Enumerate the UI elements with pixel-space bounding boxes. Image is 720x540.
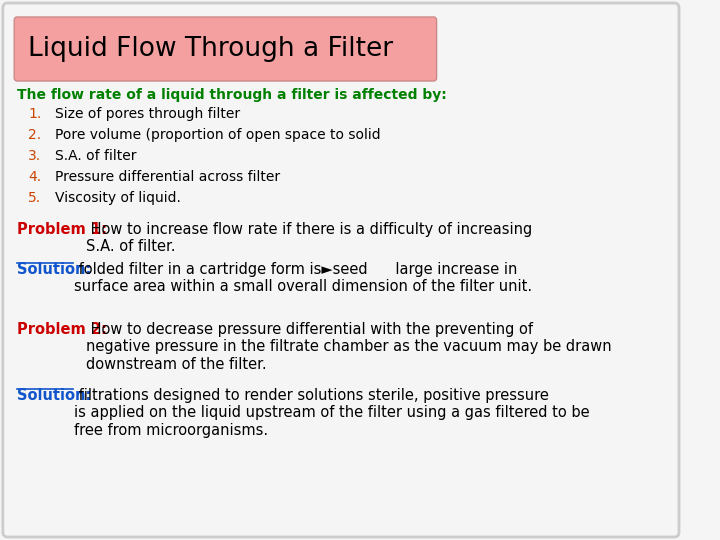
Text: Solution:: Solution: (17, 388, 91, 403)
Text: Liquid Flow Through a Filter: Liquid Flow Through a Filter (28, 36, 394, 62)
Text: How to increase flow rate if there is a difficulty of increasing
S.A. of filter.: How to increase flow rate if there is a … (86, 222, 532, 254)
Text: 1.: 1. (28, 107, 42, 121)
Text: folded filter in a cartridge form is►seed      large increase in
surface area wi: folded filter in a cartridge form is►see… (74, 262, 532, 294)
Text: Size of pores through filter: Size of pores through filter (55, 107, 240, 121)
Text: Pore volume (proportion of open space to solid: Pore volume (proportion of open space to… (55, 128, 381, 142)
Text: 4.: 4. (28, 170, 42, 184)
Text: 3.: 3. (28, 149, 42, 163)
FancyBboxPatch shape (3, 3, 679, 537)
Text: S.A. of filter: S.A. of filter (55, 149, 136, 163)
Text: Problem 1:: Problem 1: (17, 222, 107, 237)
Text: 2.: 2. (28, 128, 42, 142)
Text: The flow rate of a liquid through a filter is affected by:: The flow rate of a liquid through a filt… (17, 88, 447, 102)
Text: 5.: 5. (28, 191, 42, 205)
Text: How to decrease pressure differential with the preventing of
negative pressure i: How to decrease pressure differential wi… (86, 322, 612, 372)
Text: Solution:: Solution: (17, 262, 91, 277)
FancyBboxPatch shape (14, 17, 436, 81)
Text: Pressure differential across filter: Pressure differential across filter (55, 170, 280, 184)
Text: filtrations designed to render solutions sterile, positive pressure
is applied o: filtrations designed to render solutions… (74, 388, 590, 438)
Text: Problem 2:: Problem 2: (17, 322, 107, 337)
Text: Viscosity of liquid.: Viscosity of liquid. (55, 191, 181, 205)
